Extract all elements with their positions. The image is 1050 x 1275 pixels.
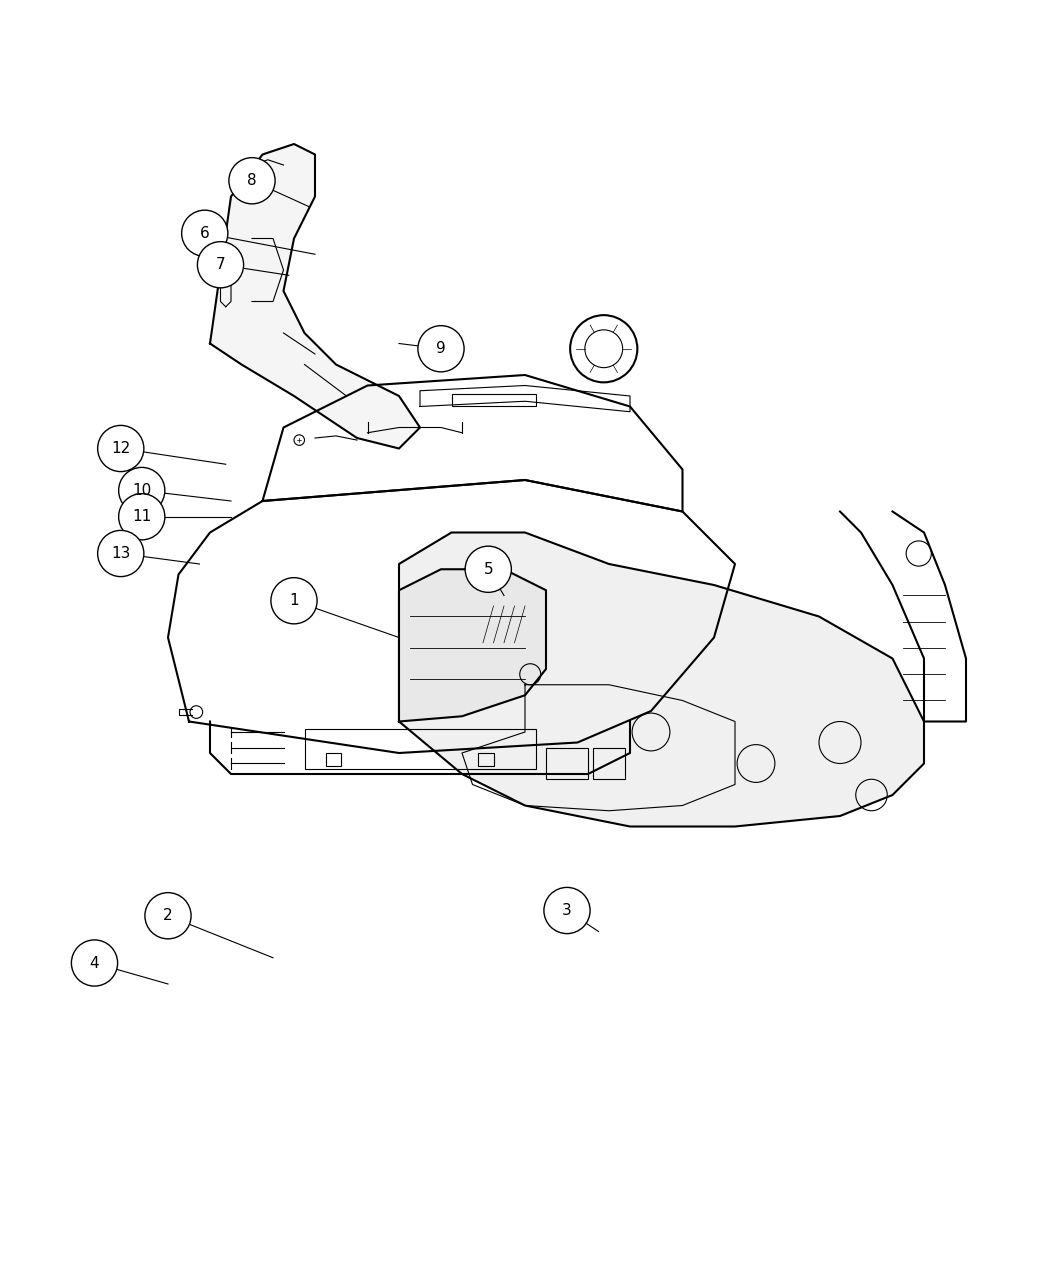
Text: 4: 4 xyxy=(89,955,100,970)
Text: 13: 13 xyxy=(111,546,130,561)
Polygon shape xyxy=(399,569,546,722)
Circle shape xyxy=(71,940,118,986)
Text: 1: 1 xyxy=(289,593,299,608)
Text: 11: 11 xyxy=(132,509,151,524)
Circle shape xyxy=(119,493,165,539)
Text: 6: 6 xyxy=(200,226,210,241)
Circle shape xyxy=(145,892,191,938)
Polygon shape xyxy=(399,533,924,826)
Text: 12: 12 xyxy=(111,441,130,456)
Polygon shape xyxy=(210,144,420,449)
Circle shape xyxy=(197,242,244,288)
Circle shape xyxy=(418,325,464,372)
Circle shape xyxy=(98,426,144,472)
Text: 9: 9 xyxy=(436,342,446,356)
Text: 2: 2 xyxy=(163,908,173,923)
Circle shape xyxy=(465,546,511,593)
Circle shape xyxy=(544,887,590,933)
Text: 3: 3 xyxy=(562,903,572,918)
Text: 7: 7 xyxy=(215,258,226,273)
Circle shape xyxy=(119,468,165,514)
Circle shape xyxy=(229,158,275,204)
Text: 5: 5 xyxy=(483,562,493,576)
Circle shape xyxy=(271,578,317,623)
Circle shape xyxy=(182,210,228,256)
Circle shape xyxy=(98,530,144,576)
Text: 8: 8 xyxy=(247,173,257,189)
Text: 10: 10 xyxy=(132,483,151,499)
